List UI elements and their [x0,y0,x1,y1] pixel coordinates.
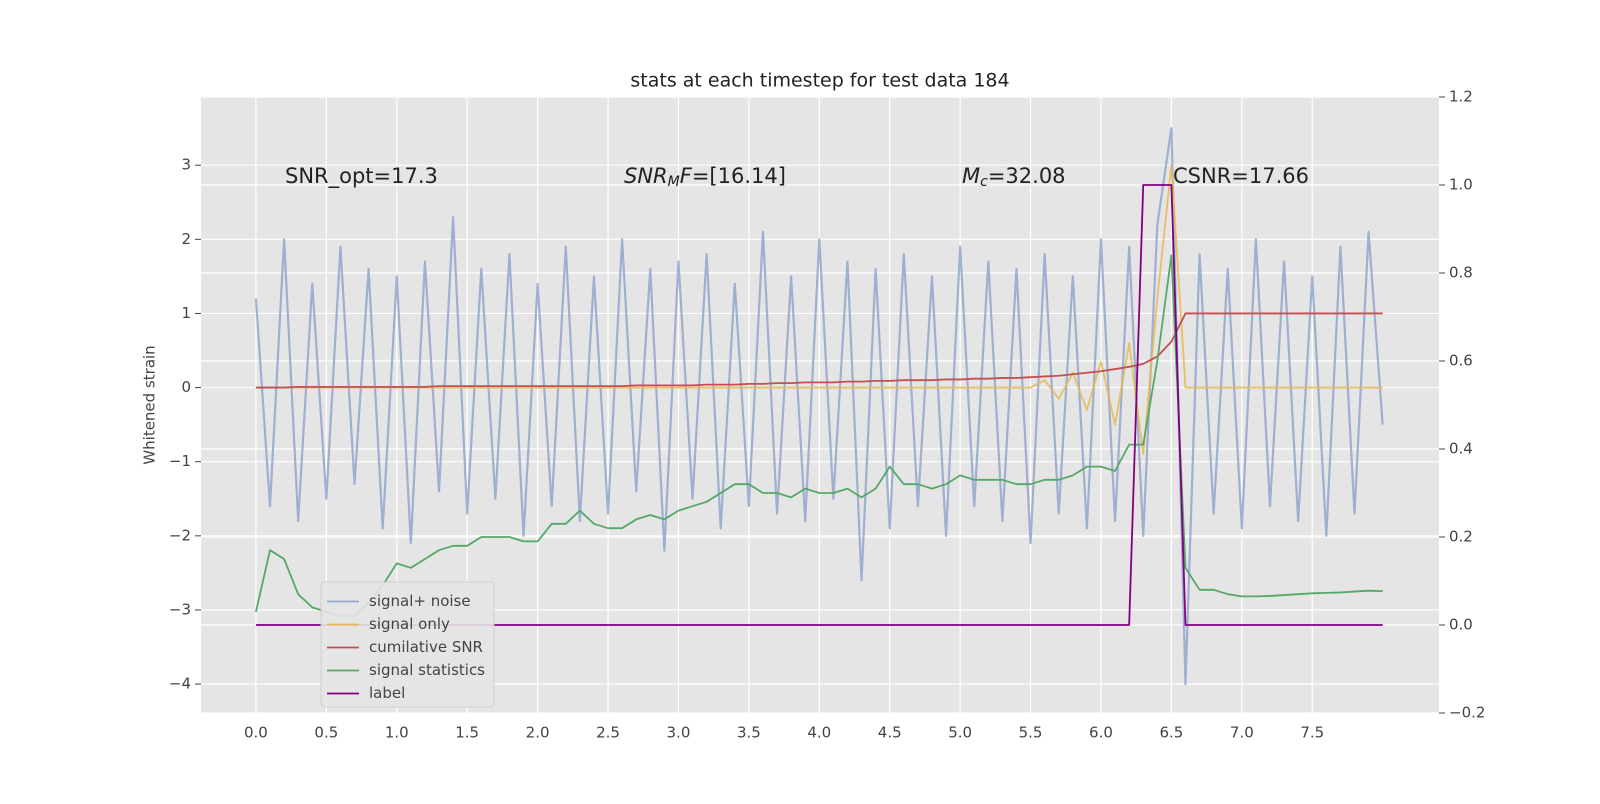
series-line [255,164,1383,456]
x-tick-label: 4.5 [878,724,902,742]
x-tick-label: 5.5 [1019,724,1043,742]
series-line [255,312,1383,389]
x-tick-label: 2.5 [596,724,620,742]
y2-tick-label: 1.2 [1449,88,1473,106]
x-tick-label: 3.5 [737,724,761,742]
y-tick-label: −1 [169,452,191,470]
y2-tick-label: 0.8 [1449,264,1473,282]
chart-title: stats at each timestep for test data 184 [630,70,1009,92]
legend-label: label [369,684,405,702]
x-tick-label: 4.0 [807,724,831,742]
annotation-text: M [962,164,980,188]
y-tick-label: 1 [181,304,191,322]
y-tick-label: 3 [181,156,191,174]
y-tick-label: 2 [181,230,191,248]
annotation: SNRMF=[16.14] [624,164,786,190]
y-tick-label: 0 [181,378,191,396]
annotations: SNR_opt=17.3 SNRMF=[16.14] Mc=32.08 CSNR… [285,164,1309,190]
annotation-text: SNR_opt=17.3 [285,164,438,189]
y2-tick-label: 0.2 [1449,528,1473,546]
annotation-text: =[16.14] [692,164,786,188]
y2-tick-label: 0.4 [1449,440,1473,458]
y2-tick-label: 1.0 [1449,176,1473,194]
x-tick-label: 7.5 [1300,724,1324,742]
x-tick-label: 7.0 [1230,724,1254,742]
legend-label: signal statistics [369,661,485,679]
annotation: Mc=32.08 [962,164,1066,190]
annotation-text: SNR [624,164,668,188]
x-tick-label: 6.0 [1089,724,1113,742]
annotation-text: =32.08 [988,164,1066,188]
annotation-text: c [980,174,988,190]
annotation-text: F [680,164,693,188]
series-line [255,254,1383,618]
series-line [254,127,1384,686]
x-tick-label: 0.0 [244,724,268,742]
y-tick-label: −2 [169,526,191,544]
legend-label: cumilative SNR [369,638,483,656]
y-tick-label: −3 [169,600,191,618]
y-axis-label: Whitened strain [141,345,159,464]
x-tick-label: 3.0 [667,724,691,742]
x-tick-label: 2.0 [526,724,550,742]
y2-tick-label: 0.6 [1449,352,1473,370]
legend: signal+ noise signal only cumilative SNR si… [320,581,495,708]
x-tick-label: 6.5 [1159,724,1183,742]
annotation-text: M [668,174,680,190]
annotation: SNR_opt=17.3 [285,164,438,189]
y2-tick-label: −0.2 [1449,704,1485,722]
legend-label: signal+ noise [369,592,471,610]
x-tick-label: 1.5 [455,724,479,742]
x-tick-label: 1.0 [385,724,409,742]
legend-box [320,581,495,708]
annotation: CSNR=17.66 [1173,164,1309,188]
y-tick-label: −4 [169,675,191,693]
legend-label: signal only [369,615,450,633]
annotation-text: CSNR=17.66 [1173,164,1309,188]
x-tick-label: 5.0 [948,724,972,742]
x-tick-label: 0.5 [314,724,338,742]
y2-tick-label: 0.0 [1449,616,1473,634]
